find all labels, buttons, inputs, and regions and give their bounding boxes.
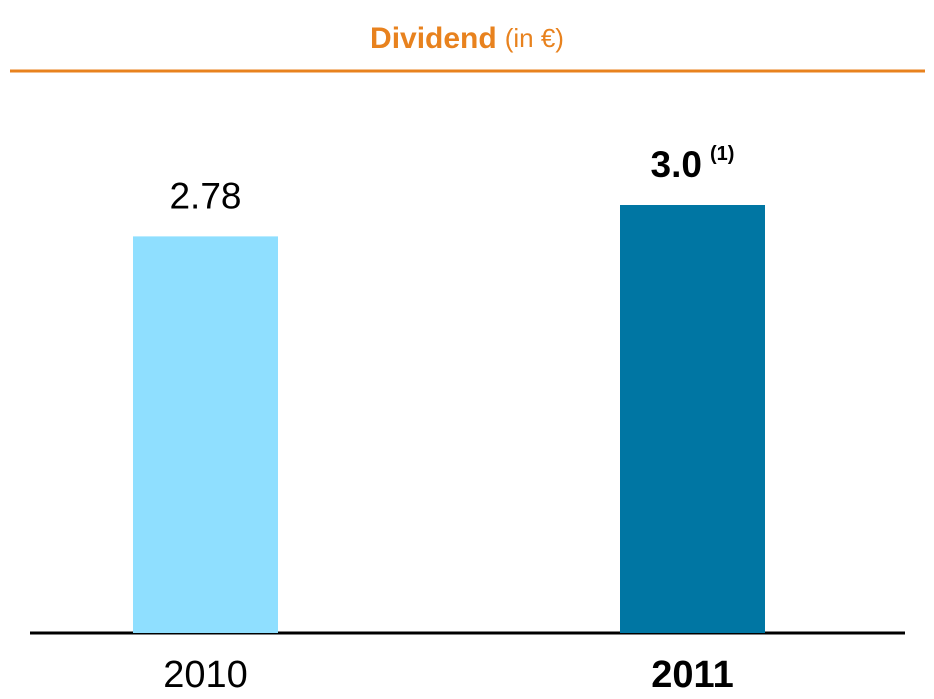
value-label: 2.78 (169, 175, 241, 216)
title-main: Dividend (370, 22, 497, 55)
bar (620, 205, 765, 633)
value-label-text: 2.78 (169, 175, 241, 216)
x-tick-label: 2010 (163, 654, 248, 696)
value-label: 3.0 (1) (651, 143, 735, 185)
x-tick-label: 2011 (651, 654, 733, 696)
title-unit: (in €) (505, 23, 564, 53)
chart-title: Dividend (in €) (370, 22, 564, 55)
value-annotation: (1) (710, 143, 734, 165)
bar (133, 236, 278, 634)
value-label-text: 3.0 (651, 144, 702, 185)
